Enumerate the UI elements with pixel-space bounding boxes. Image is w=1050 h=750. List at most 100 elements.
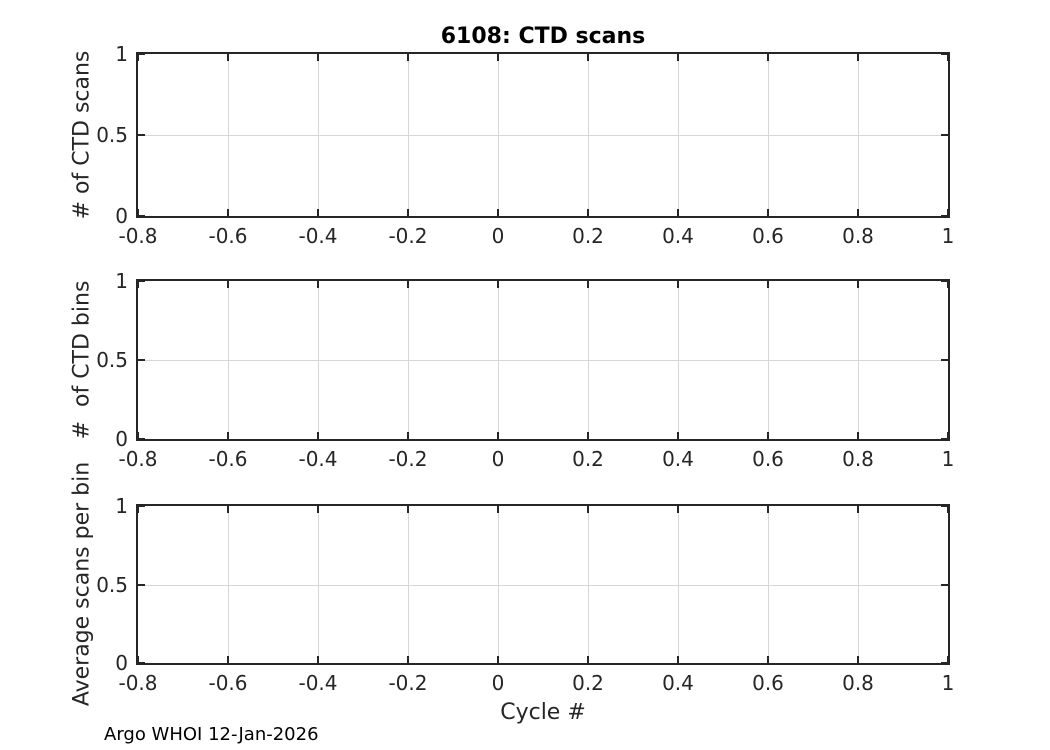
x-tick-mark: [947, 209, 949, 216]
x-tick-mark: [137, 506, 139, 513]
y-tick-mark: [941, 438, 948, 440]
x-tick-mark: [227, 54, 229, 61]
x-tick-label: 0.4: [662, 447, 694, 471]
x-tick-label: 0.4: [662, 671, 694, 695]
y-tick-mark: [941, 662, 948, 664]
x-tick-label: -0.2: [388, 447, 428, 471]
y-tick-label: 1: [115, 494, 128, 518]
x-tick-mark: [406, 432, 409, 439]
x-tick-label: 0.2: [572, 224, 604, 248]
x-tick-label: -0.6: [208, 224, 248, 248]
x-tick-mark: [676, 209, 679, 216]
x-tick-mark: [947, 281, 949, 288]
subplot2-axes-ctd-bins: -0.8 -0.6 -0.4 -0.2 0 0.2 0.4 0.6 0.8 1 0 0.5 1: [96, 269, 954, 471]
x-tick-label: 0.4: [662, 224, 694, 248]
x-tick-mark: [767, 656, 769, 663]
subplot1-y-axis-label: # of CTD scans: [69, 50, 95, 220]
x-tick-mark: [406, 506, 409, 513]
x-tick-mark: [767, 281, 769, 288]
y-tick-mark: [138, 280, 145, 282]
x-tick-mark: [227, 656, 229, 663]
x-tick-mark: [227, 281, 229, 288]
x-tick-mark: [767, 506, 769, 513]
x-tick-mark: [947, 506, 949, 513]
x-tick-mark: [767, 209, 769, 216]
y-tick-label: 1: [115, 42, 128, 66]
x-tick-mark: [317, 281, 319, 288]
subplot3-axes-average-scans: -0.8 -0.6 -0.4 -0.2 0 0.2 0.4 0.6 0.8 1 0 0.5 1: [96, 494, 954, 695]
x-tick-mark: [676, 54, 679, 61]
x-tick-mark: [767, 54, 769, 61]
x-tick-mark: [587, 281, 589, 288]
x-tick-mark: [317, 209, 319, 216]
x-tick-mark: [406, 209, 409, 216]
x-tick-mark: [497, 506, 499, 513]
y-tick-mark: [941, 359, 948, 361]
x-tick-label: 0.2: [572, 671, 604, 695]
x-tick-mark: [857, 656, 859, 663]
x-tick-label: 1: [941, 447, 955, 471]
x-tick-label: 1: [941, 671, 955, 695]
y-tick-label: 0.5: [96, 348, 128, 372]
x-tick-label: -0.6: [208, 447, 248, 471]
x-tick-mark: [317, 432, 319, 439]
x-tick-label: -0.4: [298, 224, 338, 248]
x-tick-mark: [587, 54, 589, 61]
x-tick-mark: [137, 432, 139, 439]
y-tick-mark: [138, 53, 145, 55]
x-tick-mark: [497, 656, 499, 663]
x-tick-mark: [406, 54, 409, 61]
x-tick-mark: [406, 656, 409, 663]
x-tick-label: 0.6: [752, 671, 784, 695]
x-tick-label: 0: [491, 447, 505, 471]
x-tick-mark: [676, 656, 679, 663]
x-tick-mark: [857, 506, 859, 513]
x-tick-label: 0: [491, 671, 505, 695]
x-tick-mark: [497, 54, 499, 61]
x-tick-label: 0.8: [842, 671, 874, 695]
y-tick-mark: [138, 505, 145, 507]
x-tick-label: -0.4: [298, 671, 338, 695]
figure-title: 6108: CTD scans: [440, 24, 646, 49]
x-tick-mark: [497, 432, 499, 439]
x-tick-label: 0.6: [752, 447, 784, 471]
grid-line-horizontal: [138, 135, 948, 136]
x-tick-label: -0.2: [388, 224, 428, 248]
x-tick-mark: [587, 209, 589, 216]
x-tick-label: 0.8: [842, 224, 874, 248]
x-tick-label: -0.8: [118, 224, 158, 248]
y-tick-mark: [138, 359, 145, 361]
x-tick-label: -0.4: [298, 447, 338, 471]
y-tick-mark: [941, 215, 948, 217]
subplot1-axes-ctd-scans: -0.8 -0.6 -0.4 -0.2 0 0.2 0.4 0.6 0.8 1 0 0.5 1: [96, 42, 954, 248]
x-tick-label: -0.8: [118, 671, 158, 695]
x-tick-mark: [137, 281, 139, 288]
x-tick-label: 0.2: [572, 447, 604, 471]
y-tick-mark: [941, 505, 948, 507]
x-tick-mark: [317, 54, 319, 61]
x-tick-label: 0.6: [752, 224, 784, 248]
x-tick-label: 0.8: [842, 447, 874, 471]
x-tick-mark: [947, 54, 949, 61]
x-tick-mark: [587, 432, 589, 439]
subplot2-y-axis-label: # of CTD bins: [69, 280, 95, 440]
grid-line-horizontal: [138, 584, 948, 586]
y-tick-label: 1: [115, 269, 128, 293]
x-tick-label: 0: [491, 224, 505, 248]
y-tick-label: 0: [115, 427, 128, 451]
y-tick-label: 0: [115, 651, 128, 675]
x-tick-label: 1: [941, 224, 955, 248]
x-tick-label: -0.8: [118, 447, 158, 471]
x-tick-mark: [767, 432, 769, 439]
x-tick-mark: [857, 432, 859, 439]
x-tick-mark: [227, 432, 229, 439]
x-tick-mark: [587, 506, 589, 513]
y-tick-mark: [138, 134, 145, 136]
y-tick-mark: [941, 583, 948, 586]
y-tick-label: 0.5: [96, 123, 128, 147]
x-tick-mark: [857, 54, 859, 61]
x-tick-mark: [497, 209, 499, 216]
x-tick-mark: [227, 209, 229, 216]
y-tick-mark: [941, 134, 948, 136]
